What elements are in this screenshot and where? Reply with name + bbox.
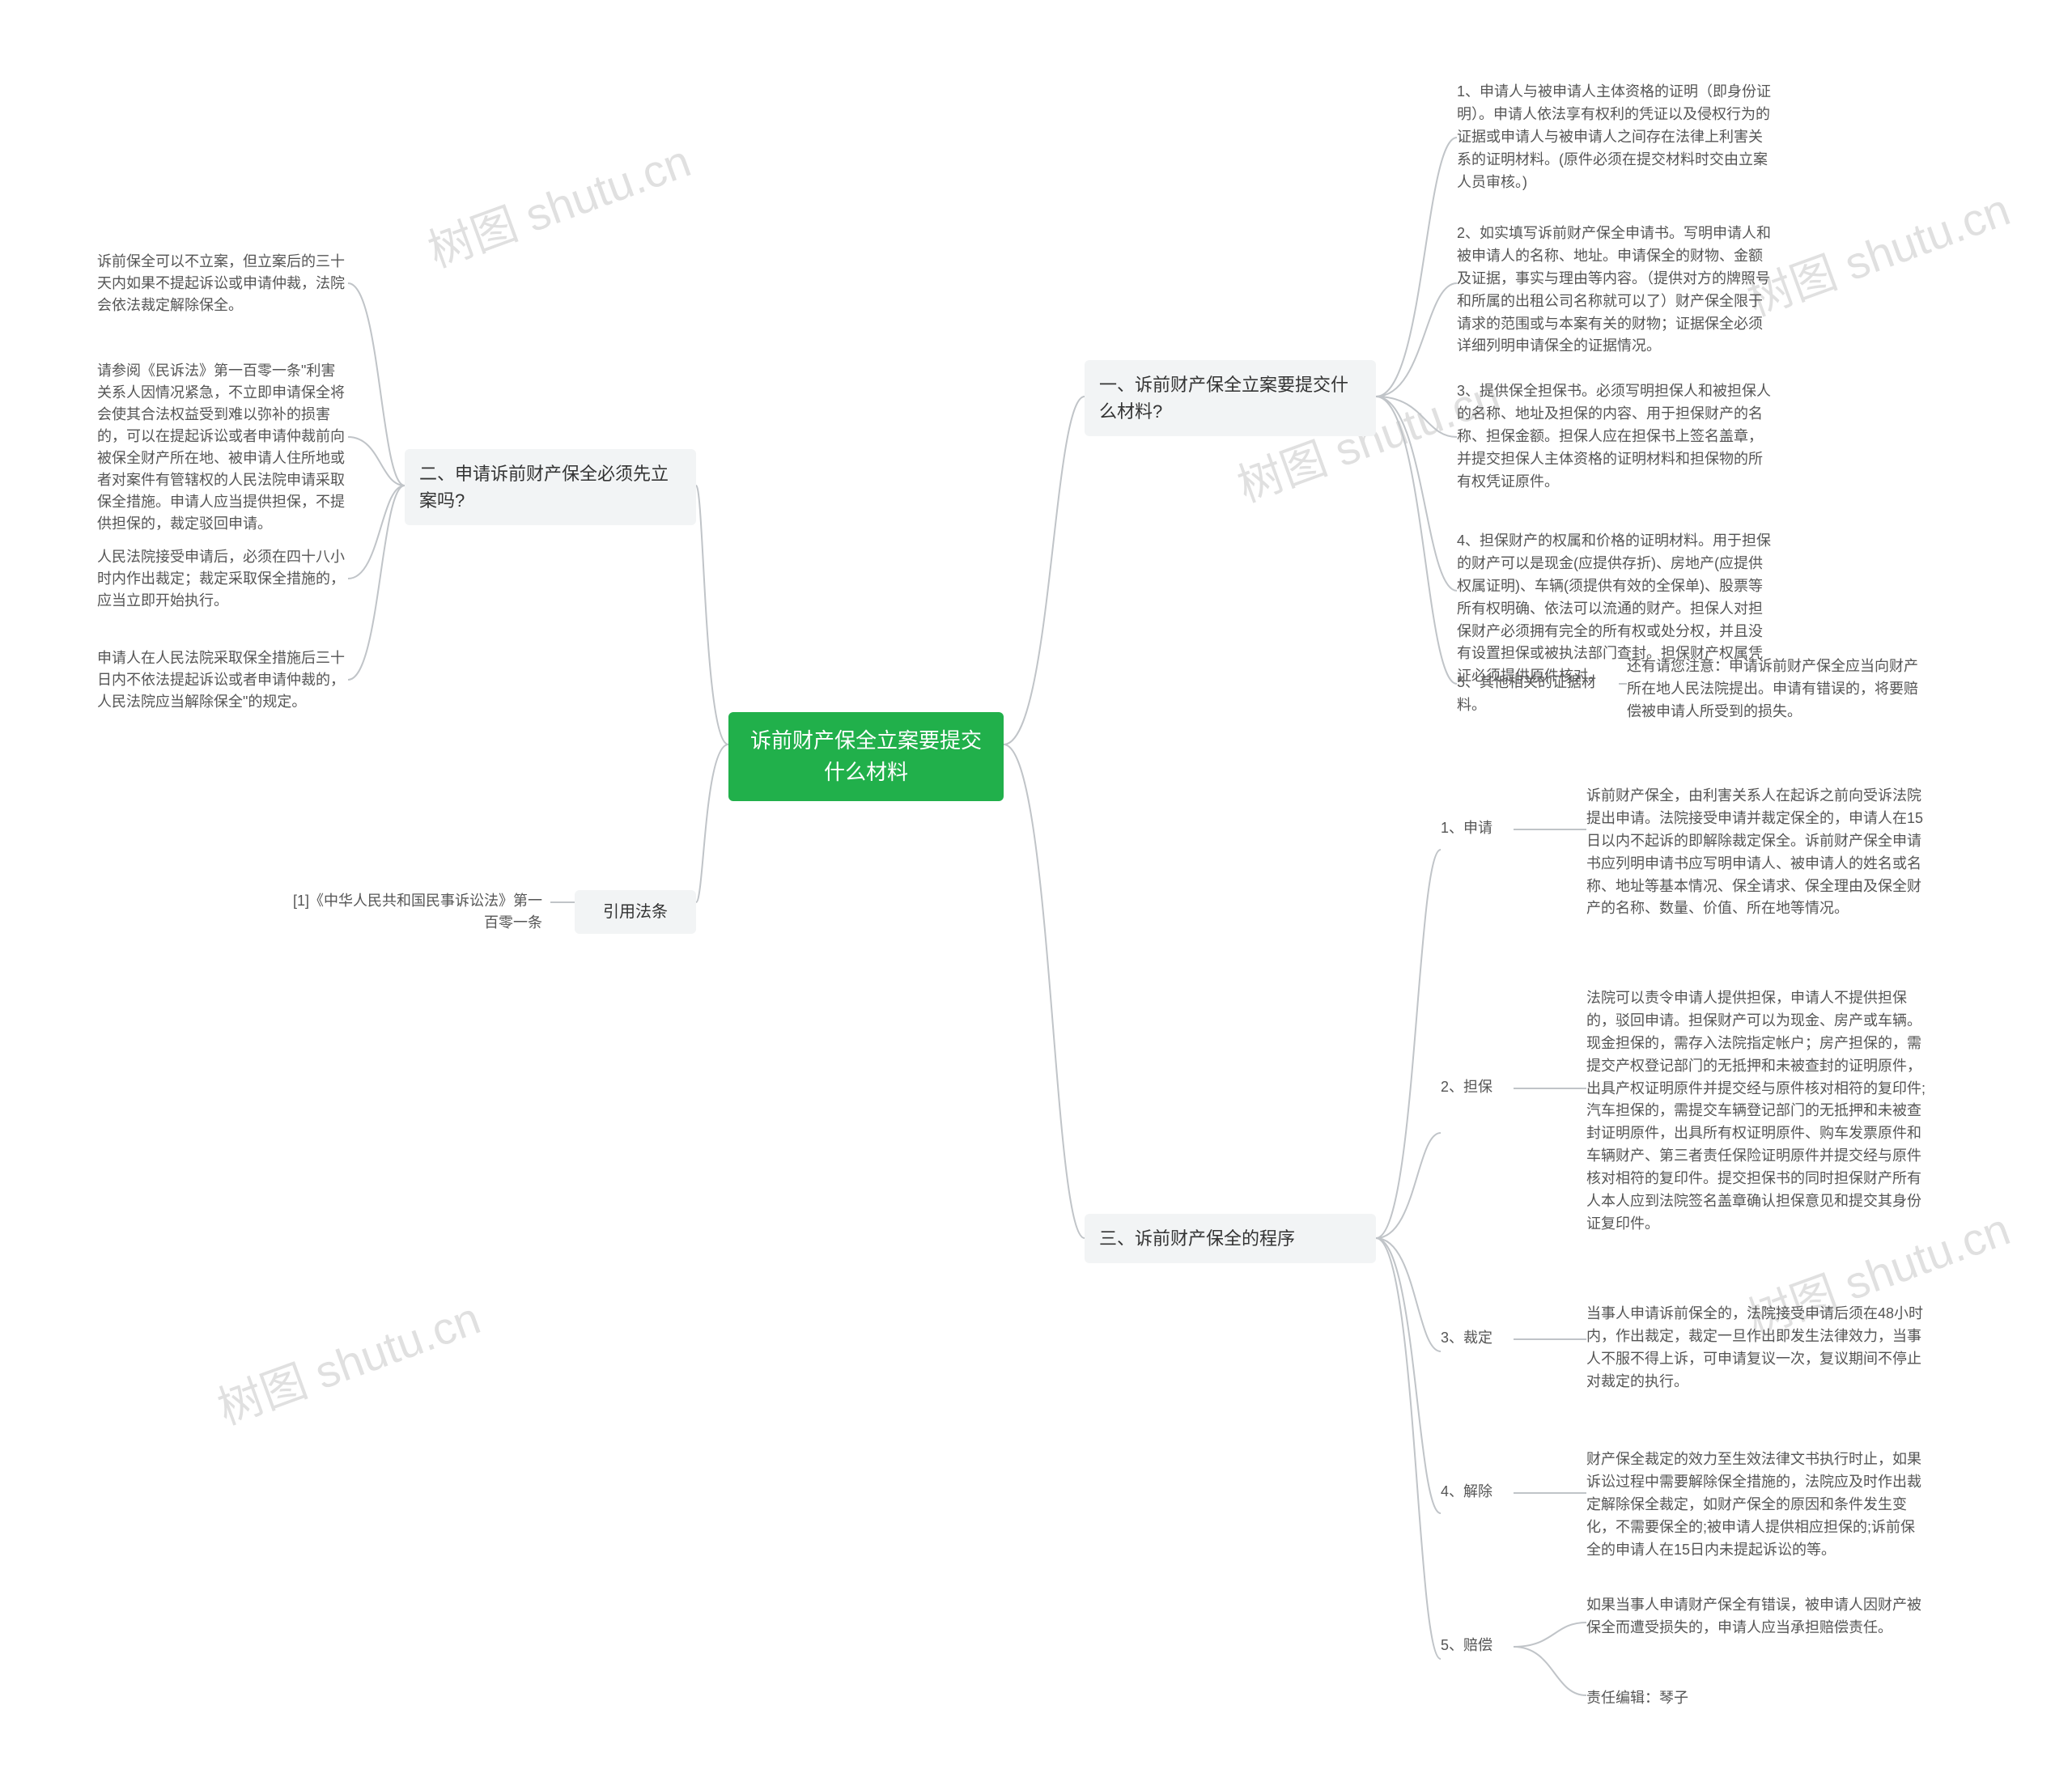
branch-one-item: 3、提供保全担保书。必须写明担保人和被担保人的名称、地址及担保的内容、用于担保财… — [1457, 380, 1773, 493]
branch-two-item: 人民法院接受申请后，必须在四十八小时内作出裁定；裁定采取保全措施的，应当立即开始… — [97, 546, 348, 612]
leaf-text: 诉前保全可以不立案，但立案后的三十天内如果不提起诉讼或申请仲裁，法院会依法裁定解… — [97, 253, 345, 313]
branch-three-item: 如果当事人申请财产保全有错误，被申请人因财产被保全而遭受损失的，申请人应当承担赔… — [1586, 1594, 1926, 1639]
branch-one: 一、诉前财产保全立案要提交什么材料? — [1085, 360, 1376, 436]
leaf-text: 还有请您注意：申请诉前财产保全应当向财产所在地人民法院提出。申请有错误的，将要赔… — [1627, 658, 1918, 719]
central-topic: 诉前财产保全立案要提交什么材料 — [728, 712, 1004, 801]
leaf-text: 2、担保 — [1441, 1079, 1492, 1095]
branch-ref: 引用法条 — [575, 890, 696, 934]
branch-three-item: 法院可以责令申请人提供担保，申请人不提供担保的，驳回申请。担保财产可以为现金、房… — [1586, 987, 1926, 1236]
branch-one-item: 1、申请人与被申请人主体资格的证明（即身份证明）。申请人依法享有权利的凭证以及侵… — [1457, 81, 1773, 193]
branch-one-item: 5、其他相关的证据材料。 — [1457, 672, 1619, 717]
leaf-text: 财产保全裁定的效力至生效法律文书执行时止，如果诉讼过程中需要解除保全措施的，法院… — [1586, 1451, 1921, 1558]
branch-three-footer: 责任编辑：琴子 — [1586, 1687, 1926, 1710]
branch-two-item: 诉前保全可以不立案，但立案后的三十天内如果不提起诉讼或申请仲裁，法院会依法裁定解… — [97, 251, 348, 316]
leaf-text: 1、申请人与被申请人主体资格的证明（即身份证明）。申请人依法享有权利的凭证以及侵… — [1457, 83, 1771, 190]
branch-two-item: 请参阅《民诉法》第一百零一条"利害关系人因情况紧急，不立即申请保全将会使其合法权… — [97, 360, 348, 535]
branch-ref-item: [1]《中华人民共和国民事诉讼法》第一百零一条 — [291, 890, 542, 934]
branch-three-label-item: 1、申请 — [1441, 817, 1514, 840]
leaf-text: 法院可以责令申请人提供担保，申请人不提供担保的，驳回申请。担保财产可以为现金、房… — [1586, 990, 1926, 1232]
branch-three-label: 三、诉前财产保全的程序 — [1099, 1228, 1295, 1249]
leaf-text: [1]《中华人民共和国民事诉讼法》第一百零一条 — [293, 893, 542, 931]
branch-two-label: 二、申请诉前财产保全必须先立案吗? — [419, 464, 669, 511]
branch-two: 二、申请诉前财产保全必须先立案吗? — [405, 449, 696, 525]
leaf-text: 如果当事人申请财产保全有错误，被申请人因财产被保全而遭受损失的，申请人应当承担赔… — [1586, 1597, 1921, 1635]
branch-two-item: 申请人在人民法院采取保全措施后三十日内不依法提起诉讼或者申请仲裁的，人民法院应当… — [97, 647, 348, 713]
leaf-text: 请参阅《民诉法》第一百零一条"利害关系人因情况紧急，不立即申请保全将会使其合法权… — [97, 363, 345, 532]
leaf-text: 3、提供保全担保书。必须写明担保人和被担保人的名称、地址及担保的内容、用于担保财… — [1457, 383, 1771, 490]
watermark: 树图 shutu.cn — [207, 1282, 488, 1437]
branch-three-label-item: 5、赔偿 — [1441, 1635, 1514, 1657]
leaf-text: 2、如实填写诉前财产保全申请书。写明申请人和被申请人的名称、地址。申请保全的财物… — [1457, 225, 1771, 354]
leaf-text: 5、其他相关的证据材料。 — [1457, 674, 1596, 713]
leaf-text: 5、赔偿 — [1441, 1637, 1492, 1653]
branch-three: 三、诉前财产保全的程序 — [1085, 1214, 1376, 1263]
leaf-text: 责任编辑：琴子 — [1586, 1690, 1688, 1706]
central-label: 诉前财产保全立案要提交什么材料 — [750, 728, 982, 784]
branch-three-label-item: 4、解除 — [1441, 1481, 1514, 1504]
branch-three-label-item: 3、裁定 — [1441, 1327, 1514, 1350]
leaf-text: 3、裁定 — [1441, 1330, 1492, 1346]
leaf-text: 当事人申请诉前保全的，法院接受申请后须在48小时内，作出裁定，裁定一旦作出即发生… — [1586, 1305, 1923, 1389]
branch-one-item: 2、如实填写诉前财产保全申请书。写明申请人和被申请人的名称、地址。申请保全的财物… — [1457, 223, 1773, 358]
branch-three-item: 诉前财产保全，由利害关系人在起诉之前向受诉法院提出申请。法院接受申请并裁定保全的… — [1586, 785, 1926, 920]
leaf-text: 1、申请 — [1441, 820, 1492, 836]
branch-one-label: 一、诉前财产保全立案要提交什么材料? — [1099, 375, 1348, 422]
branch-three-item: 当事人申请诉前保全的，法院接受申请后须在48小时内，作出裁定，裁定一旦作出即发生… — [1586, 1303, 1926, 1393]
leaf-text: 4、解除 — [1441, 1483, 1492, 1499]
branch-one-tip: 还有请您注意：申请诉前财产保全应当向财产所在地人民法院提出。申请有错误的，将要赔… — [1627, 655, 1926, 723]
leaf-text: 人民法院接受申请后，必须在四十八小时内作出裁定；裁定采取保全措施的，应当立即开始… — [97, 549, 345, 609]
watermark: 树图 shutu.cn — [418, 125, 698, 280]
branch-ref-label: 引用法条 — [603, 903, 668, 921]
watermark: 树图 shutu.cn — [1737, 173, 2018, 329]
branch-three-label-item: 2、担保 — [1441, 1076, 1514, 1099]
branch-three-item: 财产保全裁定的效力至生效法律文书执行时止，如果诉讼过程中需要解除保全措施的，法院… — [1586, 1449, 1926, 1561]
leaf-text: 诉前财产保全，由利害关系人在起诉之前向受诉法院提出申请。法院接受申请并裁定保全的… — [1586, 787, 1923, 916]
leaf-text: 申请人在人民法院采取保全措施后三十日内不依法提起诉讼或者申请仲裁的，人民法院应当… — [97, 650, 345, 710]
